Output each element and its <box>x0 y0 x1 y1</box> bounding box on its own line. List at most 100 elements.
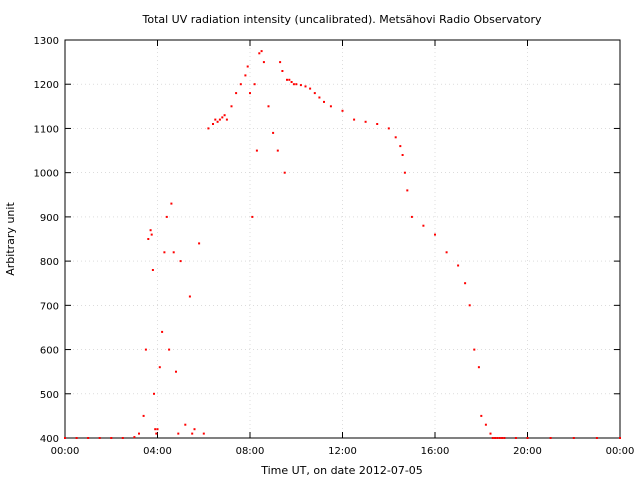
data-point <box>121 437 124 439</box>
data-point <box>401 154 404 156</box>
data-point <box>161 330 164 333</box>
data-point <box>188 295 191 298</box>
data-point <box>286 78 288 81</box>
data-point <box>133 436 136 439</box>
data-point <box>144 348 147 351</box>
data-point <box>177 432 180 435</box>
x-tick-label: 20:00 <box>513 446 542 457</box>
y-tick-label: 1000 <box>34 169 59 180</box>
data-point <box>155 432 158 435</box>
data-point <box>253 83 256 86</box>
data-point <box>480 414 483 417</box>
data-point <box>514 437 517 439</box>
y-tick-label: 900 <box>40 213 59 224</box>
grid-layer <box>65 40 620 438</box>
y-tick-label: 800 <box>40 257 59 268</box>
data-point <box>283 171 286 174</box>
data-point <box>207 127 210 130</box>
data-point <box>323 100 325 103</box>
x-tick-labels: 00:00 04:00 08:00 12:00 16:00 20:00 00:00 <box>51 446 635 457</box>
data-point <box>406 189 409 192</box>
data-point <box>364 120 367 123</box>
data-point <box>329 105 332 108</box>
data-point <box>168 348 171 351</box>
data-point <box>212 123 214 125</box>
y-tick-label: 700 <box>40 301 59 312</box>
data-point <box>244 74 247 77</box>
data-point <box>619 437 621 439</box>
data-point <box>501 437 504 439</box>
data-point <box>549 437 552 439</box>
data-point <box>309 87 312 90</box>
data-point <box>184 423 187 426</box>
data-point <box>165 215 168 218</box>
y-tick-label: 400 <box>40 434 59 445</box>
data-point <box>457 264 460 267</box>
data-point <box>399 145 402 148</box>
data-point <box>156 428 159 431</box>
chart-title: Total UV radiation intensity (uncalibrat… <box>142 13 542 26</box>
data-point <box>281 70 284 72</box>
x-axis-label: Time UT, on date 2012-07-05 <box>260 464 423 477</box>
data-point <box>318 96 321 99</box>
data-point <box>498 437 501 439</box>
data-point <box>163 251 166 254</box>
data-point <box>170 202 173 205</box>
data-point <box>422 224 425 227</box>
y-tick-label: 1300 <box>34 36 59 47</box>
data-point <box>295 83 298 86</box>
data-point <box>191 432 194 435</box>
data-point <box>214 118 217 121</box>
data-point <box>175 370 177 373</box>
data-point <box>292 83 295 86</box>
data-point <box>496 437 499 439</box>
data-point <box>251 215 254 218</box>
y-tick-label: 1100 <box>34 124 59 135</box>
data-point <box>64 437 66 439</box>
data-point <box>151 269 154 271</box>
data-point <box>147 238 150 240</box>
x-tick-label: 04:00 <box>143 446 172 457</box>
data-point <box>158 366 161 369</box>
data-point <box>255 149 258 152</box>
data-point <box>341 109 344 112</box>
data-point <box>154 428 157 431</box>
x-tick-label: 12:00 <box>328 446 357 457</box>
data-point <box>410 215 413 218</box>
data-point <box>225 118 228 121</box>
data-point <box>98 437 101 439</box>
data-point <box>503 437 506 439</box>
data-point <box>304 85 307 88</box>
data-point <box>290 81 293 83</box>
data-point <box>491 437 494 439</box>
data-point <box>394 136 397 139</box>
data-point <box>230 105 233 108</box>
data-point <box>179 260 182 263</box>
data-point <box>276 149 279 152</box>
data-point <box>376 123 379 125</box>
data-point <box>249 92 251 95</box>
data-point <box>445 251 448 254</box>
y-tick-label: 500 <box>40 390 59 401</box>
data-point <box>313 92 316 95</box>
data-points <box>64 50 621 439</box>
data-point <box>218 118 221 121</box>
y-tick-label: 600 <box>40 346 59 357</box>
data-point <box>279 61 282 64</box>
data-point <box>434 233 436 236</box>
data-point <box>258 52 261 55</box>
data-point <box>272 131 275 134</box>
data-point <box>239 83 242 86</box>
tick-layer <box>64 39 621 439</box>
data-point <box>150 233 153 236</box>
data-point <box>235 92 238 95</box>
data-point <box>216 120 219 123</box>
data-point <box>494 437 497 439</box>
data-point <box>473 348 476 351</box>
y-tick-label: 1200 <box>34 80 59 91</box>
data-point <box>299 84 302 87</box>
x-tick-label: 08:00 <box>236 446 265 457</box>
data-point <box>138 432 140 435</box>
data-point <box>153 392 155 395</box>
